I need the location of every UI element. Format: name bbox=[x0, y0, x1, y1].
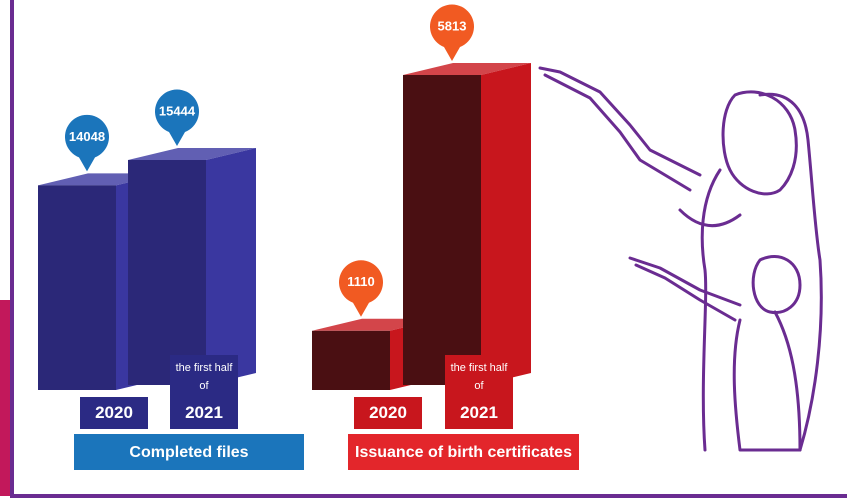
bottom-border bbox=[10, 494, 847, 498]
category-prefix: the first half of bbox=[170, 355, 238, 397]
value-label: 15444 bbox=[159, 103, 196, 118]
value-pin bbox=[155, 89, 199, 146]
bar-front bbox=[403, 75, 481, 385]
illustration bbox=[538, 66, 823, 452]
bar-front bbox=[128, 160, 206, 385]
category-label: 2021 bbox=[445, 397, 513, 429]
category-label: 2020 bbox=[80, 397, 148, 429]
category-label: 2020 bbox=[354, 397, 422, 429]
category-label: 2021 bbox=[170, 397, 238, 429]
bar bbox=[403, 63, 531, 385]
bar bbox=[128, 148, 256, 385]
left-border bbox=[10, 0, 14, 496]
value-label: 5813 bbox=[438, 18, 467, 33]
category-prefix: the first half of bbox=[445, 355, 513, 397]
value-pin bbox=[430, 4, 475, 61]
value-label: 1110 bbox=[347, 274, 375, 289]
left-strip bbox=[0, 300, 10, 496]
chart-title: Issuance of birth certificates bbox=[348, 434, 579, 470]
bar-front bbox=[312, 330, 390, 390]
value-label: 14048 bbox=[69, 129, 105, 144]
bar-side bbox=[206, 148, 256, 385]
bar-top bbox=[128, 148, 256, 160]
value-pin bbox=[65, 114, 110, 172]
value-pin bbox=[339, 260, 384, 317]
bar-front bbox=[38, 185, 116, 390]
bar-side bbox=[481, 63, 531, 385]
chart-title: Completed files bbox=[74, 434, 304, 470]
bar-top bbox=[403, 63, 531, 75]
